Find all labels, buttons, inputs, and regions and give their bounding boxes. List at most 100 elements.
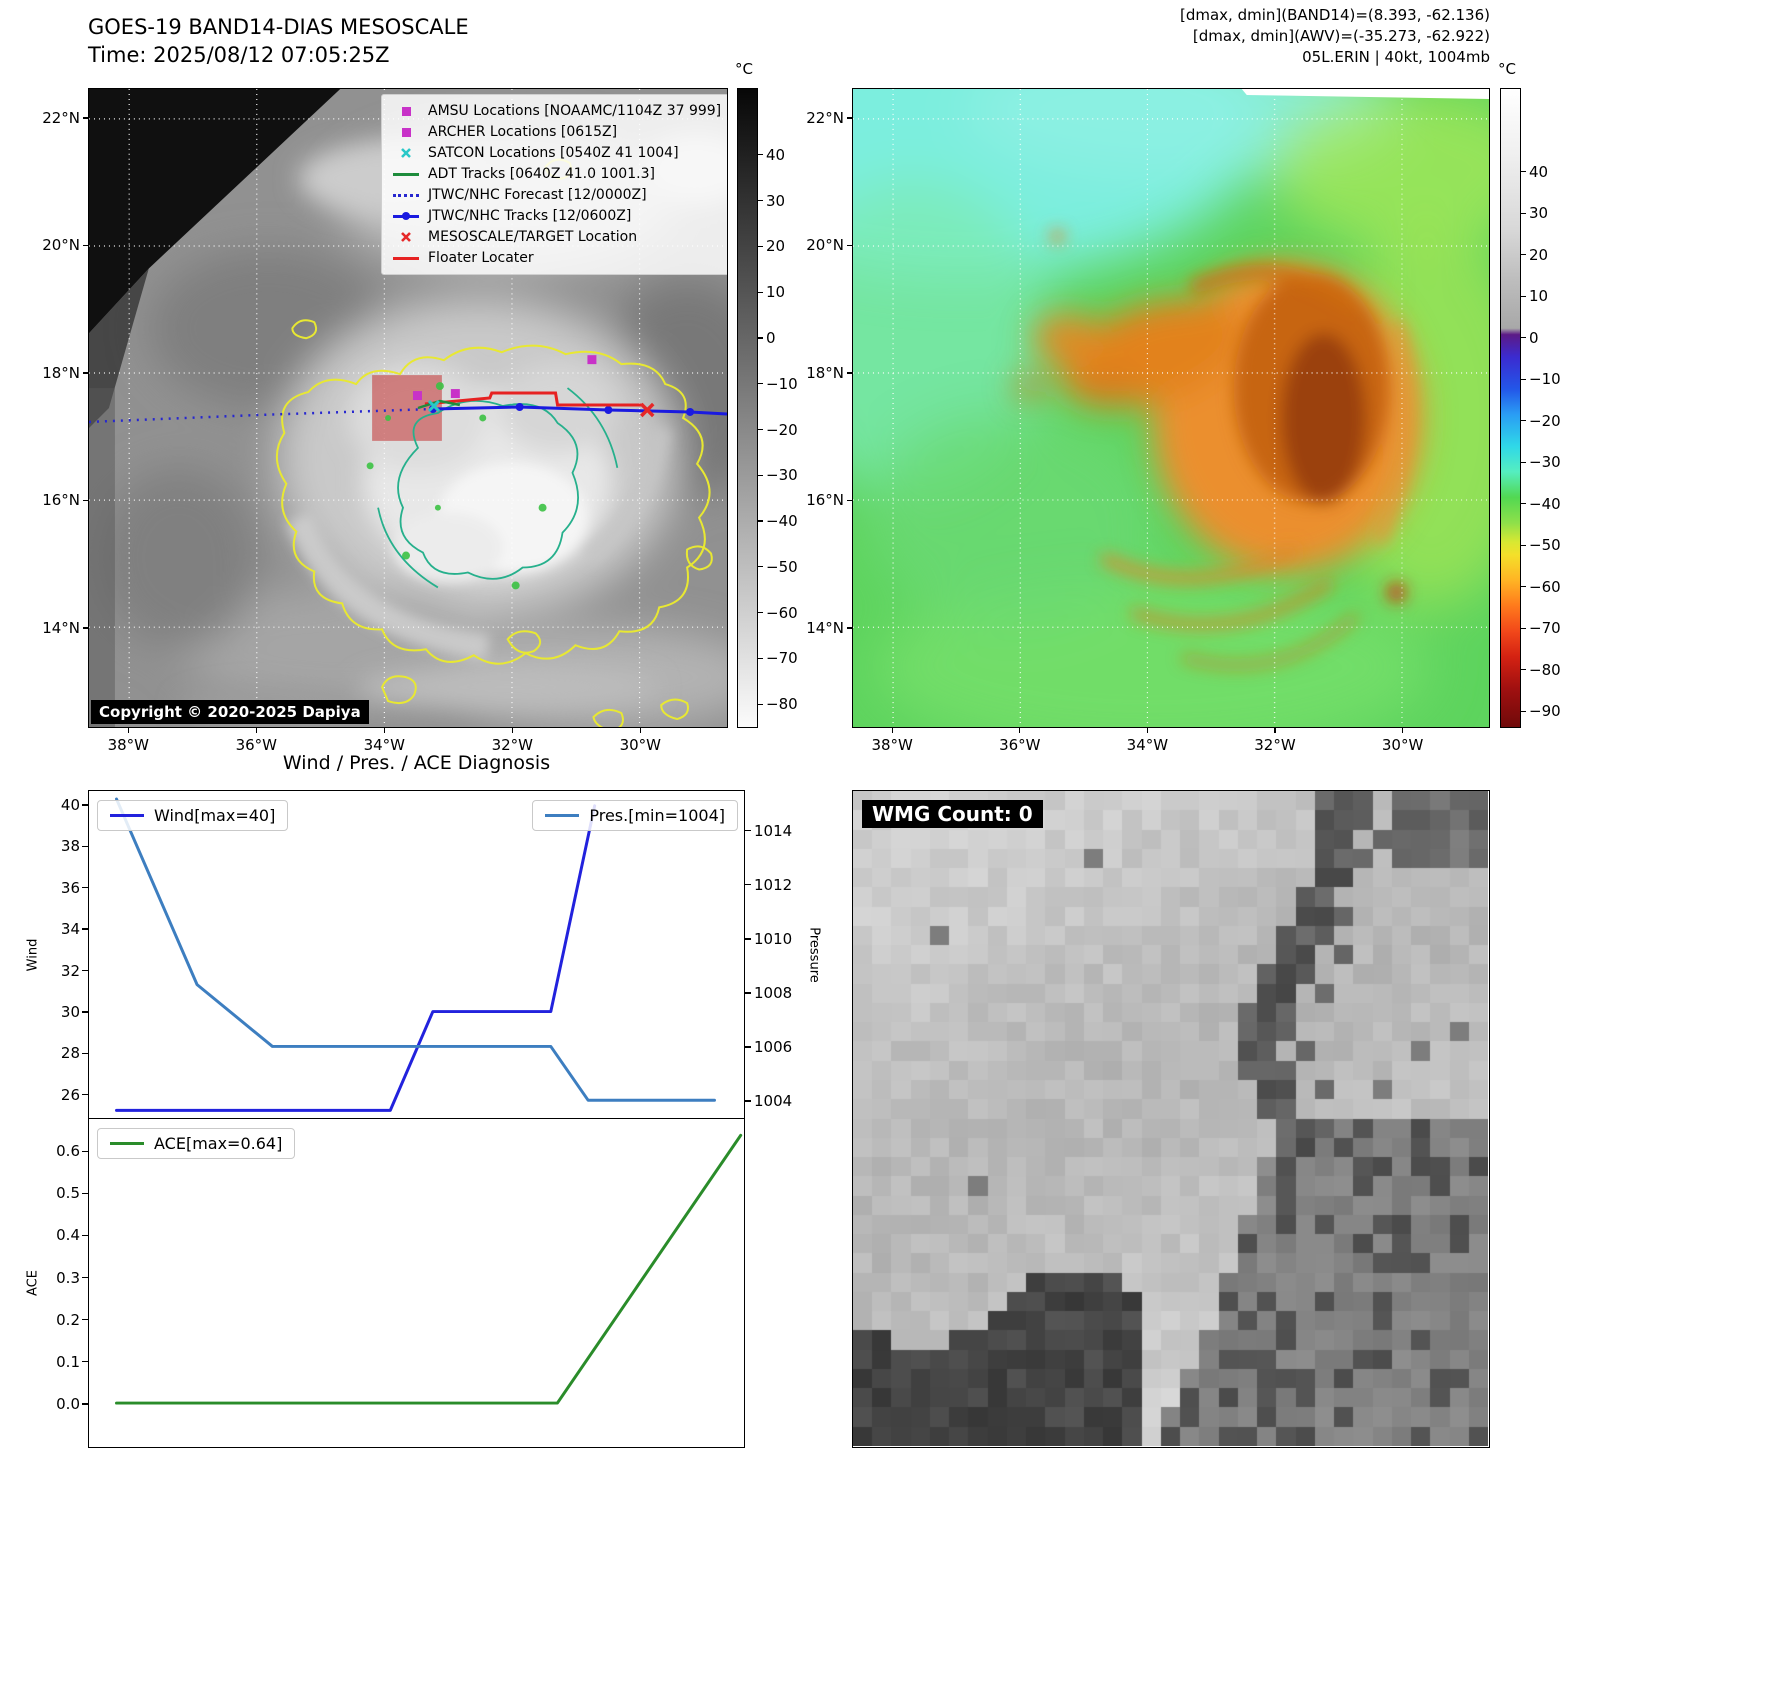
lat-tick-label: 22°N: [42, 108, 80, 127]
lon-tick-mark: [1019, 728, 1021, 733]
y-tick-label: 0.6: [56, 1142, 80, 1161]
colorbar-tick-mark: [758, 657, 763, 659]
diagnosis-chart-title: Wind / Pres. / ACE Diagnosis: [282, 752, 551, 774]
colorbar-tick-label: −10: [1529, 370, 1561, 389]
legend-item: ARCHER Locations [0615Z]: [391, 122, 721, 142]
colorbar-tick-label: 10: [1529, 287, 1549, 306]
y-tick-mark-right: [745, 1046, 751, 1048]
lat-tick-mark: [847, 627, 852, 629]
colorbar-tick-label: −80: [766, 695, 798, 714]
colorbar-tick-label: 0: [766, 328, 776, 347]
y-tick-mark: [82, 1011, 88, 1013]
awv-colorbar: [1500, 88, 1521, 728]
y-tick-mark: [82, 845, 88, 848]
lat-tick-mark: [847, 499, 852, 502]
y-tick-label: 28: [60, 1044, 80, 1063]
legend-item-label: ARCHER Locations [0615Z]: [428, 124, 618, 140]
ir-satellite-map: AMSU Locations [NOAAMC/1104Z 37 999] ARCH…: [88, 88, 728, 728]
lon-tick-mark: [127, 728, 129, 733]
y-tick-label: 40: [60, 795, 80, 814]
y-tick-label: 0.4: [56, 1226, 80, 1245]
awv-grid-lines: [853, 89, 1489, 727]
wind-pressure-plot-area: [115, 797, 716, 1112]
y-tick-label-right: 1010: [754, 929, 793, 948]
colorbar-tick-mark: [1521, 669, 1526, 671]
lon-tick-mark: [511, 728, 513, 733]
y-tick-label-right: 1012: [754, 875, 793, 894]
colorbar-tick-label: −60: [766, 603, 798, 622]
ace-line-swatch: [110, 1141, 144, 1146]
lat-tick-mark: [83, 372, 88, 374]
colorbar-tick-label: 0: [1529, 328, 1539, 347]
colorbar-tick-mark: [1521, 378, 1526, 380]
ace-legend-label: ACE[max=0.64]: [154, 1134, 283, 1153]
y-tick-label: 34: [60, 920, 80, 939]
colorbar-tick-mark: [758, 566, 763, 568]
pressure-line-swatch: [545, 813, 580, 818]
awv-info-block: [dmax, dmin](BAND14)=(8.393, -62.136) [d…: [852, 5, 1490, 68]
y-tick-mark: [82, 1403, 88, 1405]
legend-item: JTWC/NHC Forecast [12/0000Z]: [391, 185, 721, 205]
colorbar-tick-label: 40: [1529, 162, 1549, 181]
amsu-archer-square-markers: [412, 355, 597, 401]
y-tick-mark: [82, 1360, 88, 1363]
lat-tick-mark: [847, 244, 852, 247]
y-tick-label-right: 1008: [754, 983, 793, 1002]
colorbar-tick-mark: [1521, 586, 1526, 588]
colorbar-tick-mark: [758, 474, 763, 476]
colorbar-tick-mark: [1521, 420, 1526, 422]
floater-locater-line: [424, 391, 644, 407]
ir-panel-title: GOES-19 BAND14-DIAS MESOSCALE: [88, 15, 469, 39]
line-marker-swatch: [391, 256, 421, 260]
copyright-watermark: Copyright © 2020-2025 Dapiya: [91, 700, 369, 724]
y-tick-label-right: 1014: [754, 821, 793, 840]
y-tick-label: 30: [60, 1002, 80, 1021]
wind-pressure-chart: [88, 790, 745, 1120]
ir-panel-time: Time: 2025/08/12 07:05:25Z: [88, 43, 390, 67]
lon-tick-label: 30°W: [1381, 736, 1424, 754]
dmax-dmin-band14-label: [dmax, dmin](BAND14)=(8.393, -62.136): [1179, 6, 1490, 24]
y-tick-mark-right: [745, 1100, 751, 1102]
awv-colorbar-unit-label: °C: [1498, 60, 1516, 78]
lon-tick-mark: [1401, 728, 1404, 733]
lon-tick-label: 30°W: [619, 736, 662, 754]
lon-tick-label: 38°W: [871, 736, 913, 754]
y-tick-mark: [82, 1052, 88, 1055]
legend-item-label: MESOSCALE/TARGET Location: [428, 229, 638, 245]
y-tick-mark: [82, 804, 88, 806]
colorbar-tick-mark: [1521, 295, 1526, 297]
colorbar-tick-label: −40: [766, 512, 798, 531]
wmg-count-label: WMG Count: 0: [862, 800, 1043, 828]
mesoscale-target-x-marker: [640, 402, 655, 418]
colorbar-tick-label: −80: [1529, 660, 1561, 679]
lat-tick-mark: [847, 372, 852, 374]
lat-tick-label: 22°N: [806, 108, 844, 127]
ace-max-0-64--series-line: [115, 1133, 743, 1405]
colorbar-tick-mark: [1521, 337, 1526, 339]
colorbar-tick-mark: [758, 154, 763, 156]
colorbar-tick-label: 30: [1529, 204, 1549, 223]
legend-item: JTWC/NHC Tracks [12/0600Z]: [391, 206, 721, 226]
line-marker-marker-swatch: [391, 212, 421, 220]
lat-tick-mark: [83, 117, 88, 119]
legend-item-label: Floater Locater: [428, 250, 534, 266]
y-tick-label-right: 1006: [754, 1037, 793, 1056]
pressure-legend: Pres.[min=1004]: [532, 800, 738, 831]
lon-tick-label: 34°W: [363, 736, 406, 754]
colorbar-tick-mark: [1521, 212, 1526, 214]
y-tick-label: 38: [60, 837, 80, 856]
ace-chart: [88, 1118, 745, 1448]
y-tick-mark: [82, 886, 88, 889]
colorbar-tick-label: −50: [1529, 536, 1561, 555]
lat-tick-label: 18°N: [42, 363, 80, 382]
y-tick-label-right: 1004: [754, 1092, 793, 1111]
lat-tick-label: 20°N: [42, 236, 80, 255]
y-tick-label: 0.3: [56, 1268, 80, 1287]
y-tick-label: 36: [60, 878, 80, 897]
y-tick-mark: [82, 1234, 88, 1237]
storm-id-intensity-label: 05L.ERIN | 40kt, 1004mb: [1302, 48, 1490, 66]
x-marker-swatch: [391, 147, 421, 159]
colorbar-tick-mark: [758, 245, 763, 247]
lat-tick-mark: [83, 244, 88, 247]
